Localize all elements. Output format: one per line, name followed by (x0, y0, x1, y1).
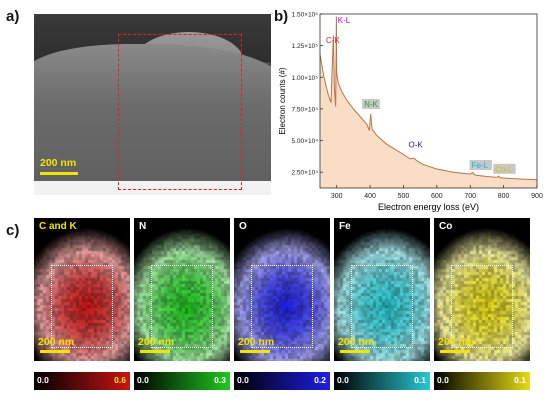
y-axis-label: Electron counts (#) (278, 67, 287, 134)
annotation-box (493, 163, 516, 174)
x-axis-label: Electron energy loss (eV) (378, 202, 479, 212)
colorbar-min-label: 0.0 (137, 375, 149, 385)
element-map: Fe 200 nm (334, 218, 430, 361)
map-element-label: Co (439, 221, 453, 232)
annotation-box (362, 99, 380, 110)
map-scale-bar (40, 350, 70, 353)
tem-film (34, 44, 271, 194)
plot-area (319, 16, 538, 188)
x-tick-label: 700 (464, 193, 476, 200)
colorbar-max-label: 0.1 (414, 375, 426, 385)
map-roi-box (151, 265, 213, 348)
panel-c-label: c) (6, 222, 20, 239)
map-texture (234, 218, 330, 361)
colorbar-max-label: 0.6 (114, 375, 126, 385)
y-tick-label: 1.50×10⁵ (292, 12, 319, 19)
tem-scale-bar-label: 200 nm (40, 157, 77, 169)
map-scale-bar (340, 350, 370, 353)
map-scale-bar-label: 200 nm (138, 336, 175, 348)
spectrum-area (320, 16, 537, 188)
map-element-label: C and K (39, 221, 77, 232)
x-tick-label: 600 (431, 193, 443, 200)
peak-annotation: O-K (408, 141, 423, 150)
x-tick-label: 400 (364, 193, 376, 200)
colorbar-min-label: 0.0 (37, 375, 49, 385)
colorbar-max-label: 0.3 (214, 375, 226, 385)
map-roi-box (351, 265, 413, 348)
map-texture (134, 218, 230, 361)
y-tick-label: 1.25×10⁵ (292, 43, 319, 50)
annotation-box (469, 160, 492, 171)
peak-annotation: Fe-L (472, 161, 489, 170)
tem-roi-box (118, 34, 242, 190)
peak-annotation: K-L (338, 16, 351, 25)
plot-frame (319, 13, 538, 189)
colorbar-max-label: 0.1 (514, 375, 526, 385)
map-scale-bar (440, 350, 470, 353)
map-scale-bar-label: 200 nm (438, 336, 475, 348)
y-tick-label: 7.50×10⁴ (292, 106, 319, 113)
y-tick-label: 5.00×10⁴ (292, 138, 319, 145)
map-texture (334, 218, 430, 361)
element-map: Co 200 nm (434, 218, 530, 361)
peak-annotation: C-K (326, 36, 340, 45)
panel-a-label: a) (6, 8, 20, 25)
map-scale-bar (240, 350, 270, 353)
x-tick-label: 300 (331, 193, 343, 200)
map-element-label: N (139, 221, 147, 232)
panel-b-label: b) (274, 8, 289, 25)
x-tick-label: 500 (398, 193, 410, 200)
y-tick-label: 2.50×10⁴ (292, 170, 319, 177)
tem-substrate (34, 181, 271, 195)
map-roi-box (451, 265, 513, 348)
colorbar-min-label: 0.0 (337, 375, 349, 385)
spectrum-line (319, 16, 538, 181)
map-element-label: Fe (339, 221, 351, 232)
peak-annotation: N-K (364, 100, 378, 109)
tem-image: 200 nm (34, 14, 271, 195)
colorbar: 0.0 0.1 (434, 372, 530, 390)
colorbar: 0.0 0.6 (34, 372, 130, 390)
eels-spectrum-chart: 300 400 500 600 700 800 900 2.50×10⁴ 5.00×10⁴ 7.5… (278, 12, 543, 213)
map-scale-bar-label: 200 nm (38, 336, 75, 348)
chart-annotations: K-L C-K N-K O-K Fe-L Co-L (326, 16, 516, 174)
map-roi-box (51, 265, 113, 348)
x-tick-label: 900 (531, 193, 543, 200)
colorbar: 0.0 0.3 (134, 372, 230, 390)
map-scale-bar (140, 350, 170, 353)
element-map: C and K 200 nm (34, 218, 130, 361)
map-scale-bar-label: 200 nm (238, 336, 275, 348)
colorbar-min-label: 0.0 (437, 375, 449, 385)
chart-axes: 300 400 500 600 700 800 900 2.50×10⁴ 5.00×10⁴ 7.5… (292, 12, 543, 201)
tem-scale-bar (40, 172, 78, 175)
peak-annotation: Co-L (495, 165, 513, 174)
colorbar: 0.0 0.2 (234, 372, 330, 390)
map-element-label: O (239, 221, 247, 232)
map-texture (434, 218, 530, 361)
x-tick-label: 800 (498, 193, 510, 200)
y-tick-label: 1.00×10⁵ (292, 75, 319, 82)
element-map: N 200 nm (134, 218, 230, 361)
map-scale-bar-label: 200 nm (338, 336, 375, 348)
colorbar-max-label: 0.2 (314, 375, 326, 385)
map-roi-box (251, 265, 313, 348)
colorbar: 0.0 0.1 (334, 372, 430, 390)
element-map: O 200 nm (234, 218, 330, 361)
map-texture (34, 218, 130, 361)
colorbar-min-label: 0.0 (237, 375, 249, 385)
